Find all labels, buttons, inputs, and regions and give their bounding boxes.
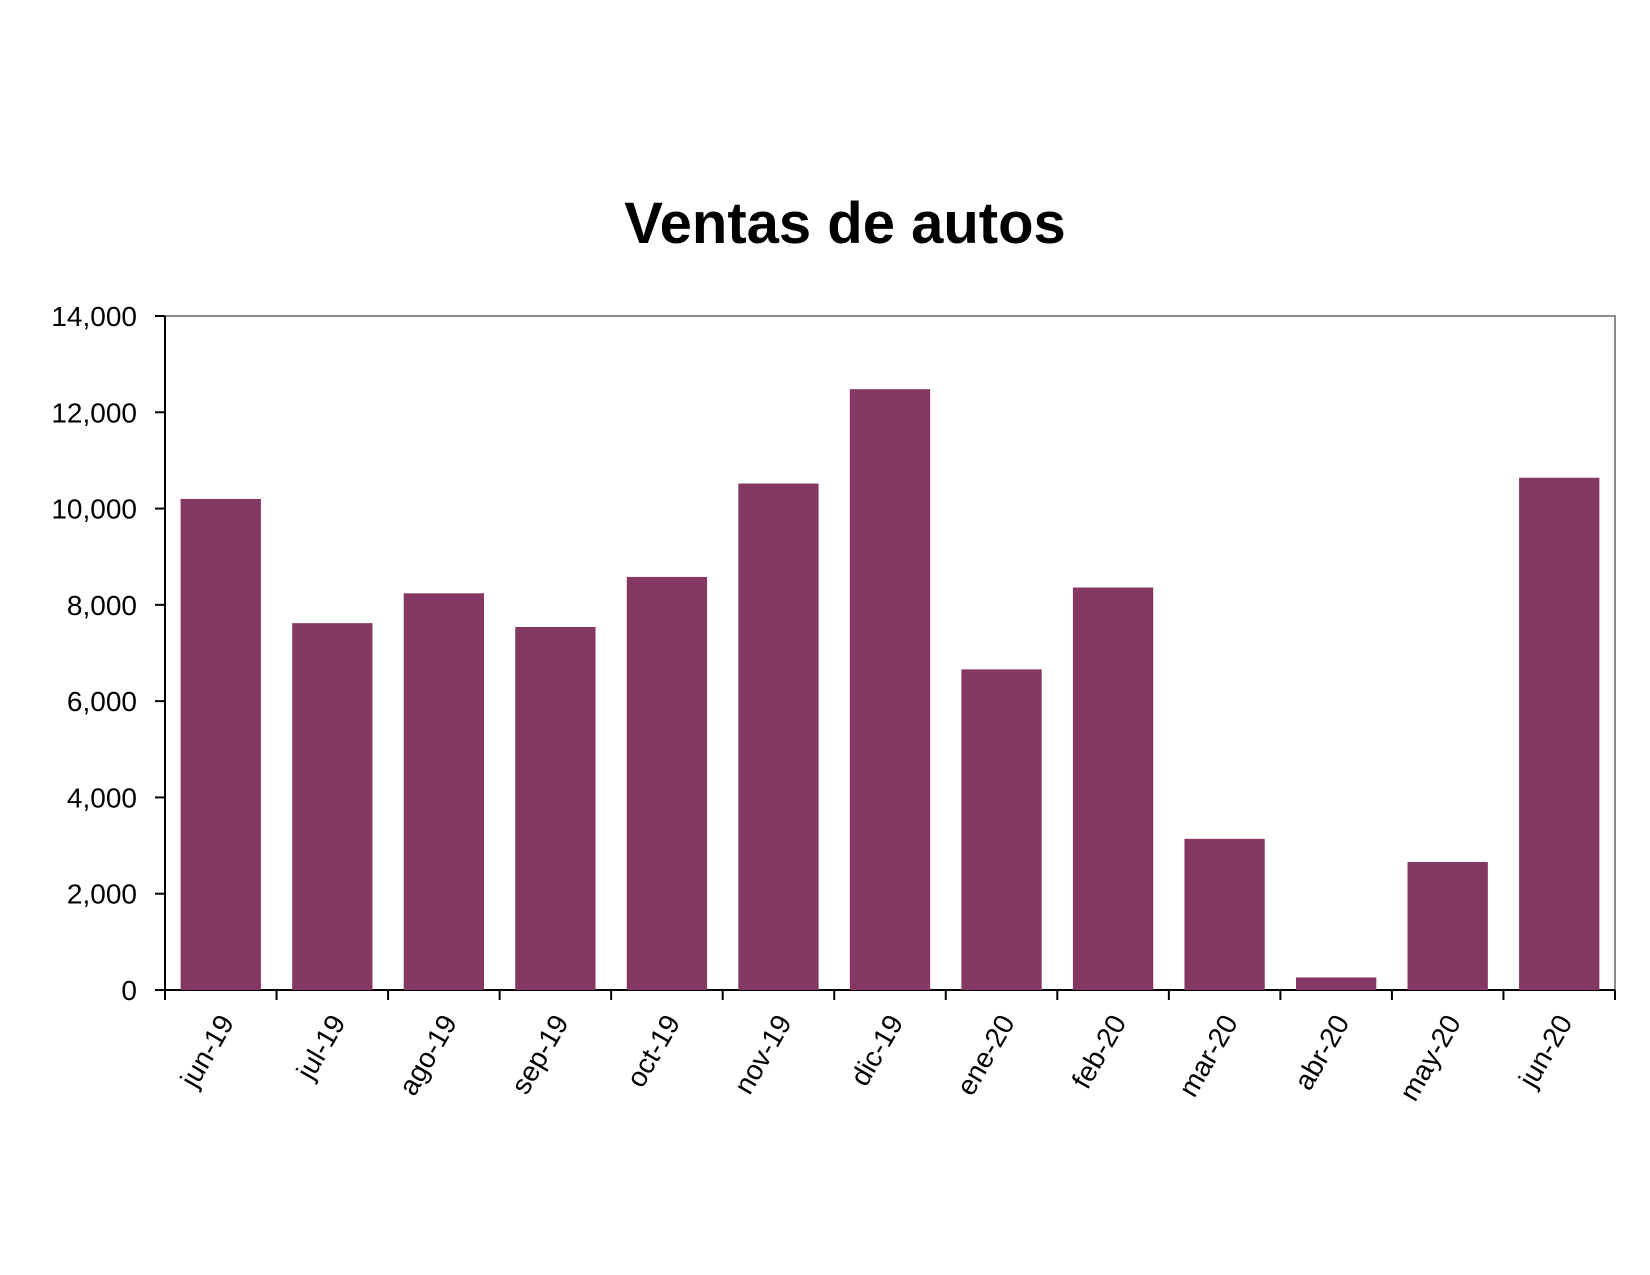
x-tick-label: jul-19 bbox=[290, 1010, 352, 1086]
x-tick-label: jun-19 bbox=[174, 1010, 240, 1094]
bar-abr-20 bbox=[1296, 977, 1377, 990]
bar-feb-20 bbox=[1072, 587, 1154, 990]
y-tick-label: 6,000 bbox=[67, 686, 137, 717]
x-tick-label: abr-20 bbox=[1288, 1010, 1355, 1096]
bar-oct-19 bbox=[626, 576, 708, 990]
bar-sep-19 bbox=[515, 627, 596, 990]
y-tick-label: 8,000 bbox=[67, 590, 137, 621]
y-axis: 0 2,000 4,000 6,000 8,000 10,000 12,000 14,000 bbox=[51, 301, 165, 1006]
bar-jun-19 bbox=[180, 498, 261, 990]
x-tick-label: jun-20 bbox=[1512, 1010, 1578, 1094]
bar-dic-19 bbox=[849, 389, 931, 991]
bar-series bbox=[180, 389, 1600, 991]
x-tick-label: oct-19 bbox=[620, 1010, 686, 1093]
bar-may-20 bbox=[1407, 861, 1488, 990]
x-tick-label: dic-19 bbox=[844, 1010, 909, 1092]
y-tick-label: 2,000 bbox=[67, 879, 137, 910]
bar-mar-20 bbox=[1184, 838, 1265, 990]
y-tick-label: 4,000 bbox=[67, 782, 137, 813]
x-axis: jun-19 jul-19 ago-19 sep-19 oct-19 nov-19 dic-… bbox=[164, 990, 1616, 1106]
bar-jun-20 bbox=[1519, 477, 1600, 990]
y-tick-label: 14,000 bbox=[51, 301, 137, 332]
bar-nov-19 bbox=[738, 483, 819, 990]
y-tick-label: 0 bbox=[121, 975, 137, 1006]
x-tick-label: may-20 bbox=[1393, 1010, 1467, 1106]
x-tick-label: mar-20 bbox=[1173, 1010, 1244, 1102]
x-tick-label: ago-19 bbox=[393, 1010, 463, 1101]
y-tick-label: 12,000 bbox=[51, 397, 137, 428]
bar-ene-20 bbox=[961, 669, 1042, 990]
x-tick-label: ene-20 bbox=[950, 1010, 1020, 1101]
y-tick-label: 10,000 bbox=[51, 494, 137, 525]
bar-ago-19 bbox=[403, 593, 484, 990]
bar-jul-19 bbox=[292, 623, 373, 990]
x-tick-label: sep-19 bbox=[505, 1010, 575, 1100]
x-tick-label: nov-19 bbox=[728, 1010, 798, 1100]
chart-title: Ventas de autos bbox=[624, 191, 1066, 256]
x-tick-label: feb-20 bbox=[1066, 1010, 1133, 1094]
